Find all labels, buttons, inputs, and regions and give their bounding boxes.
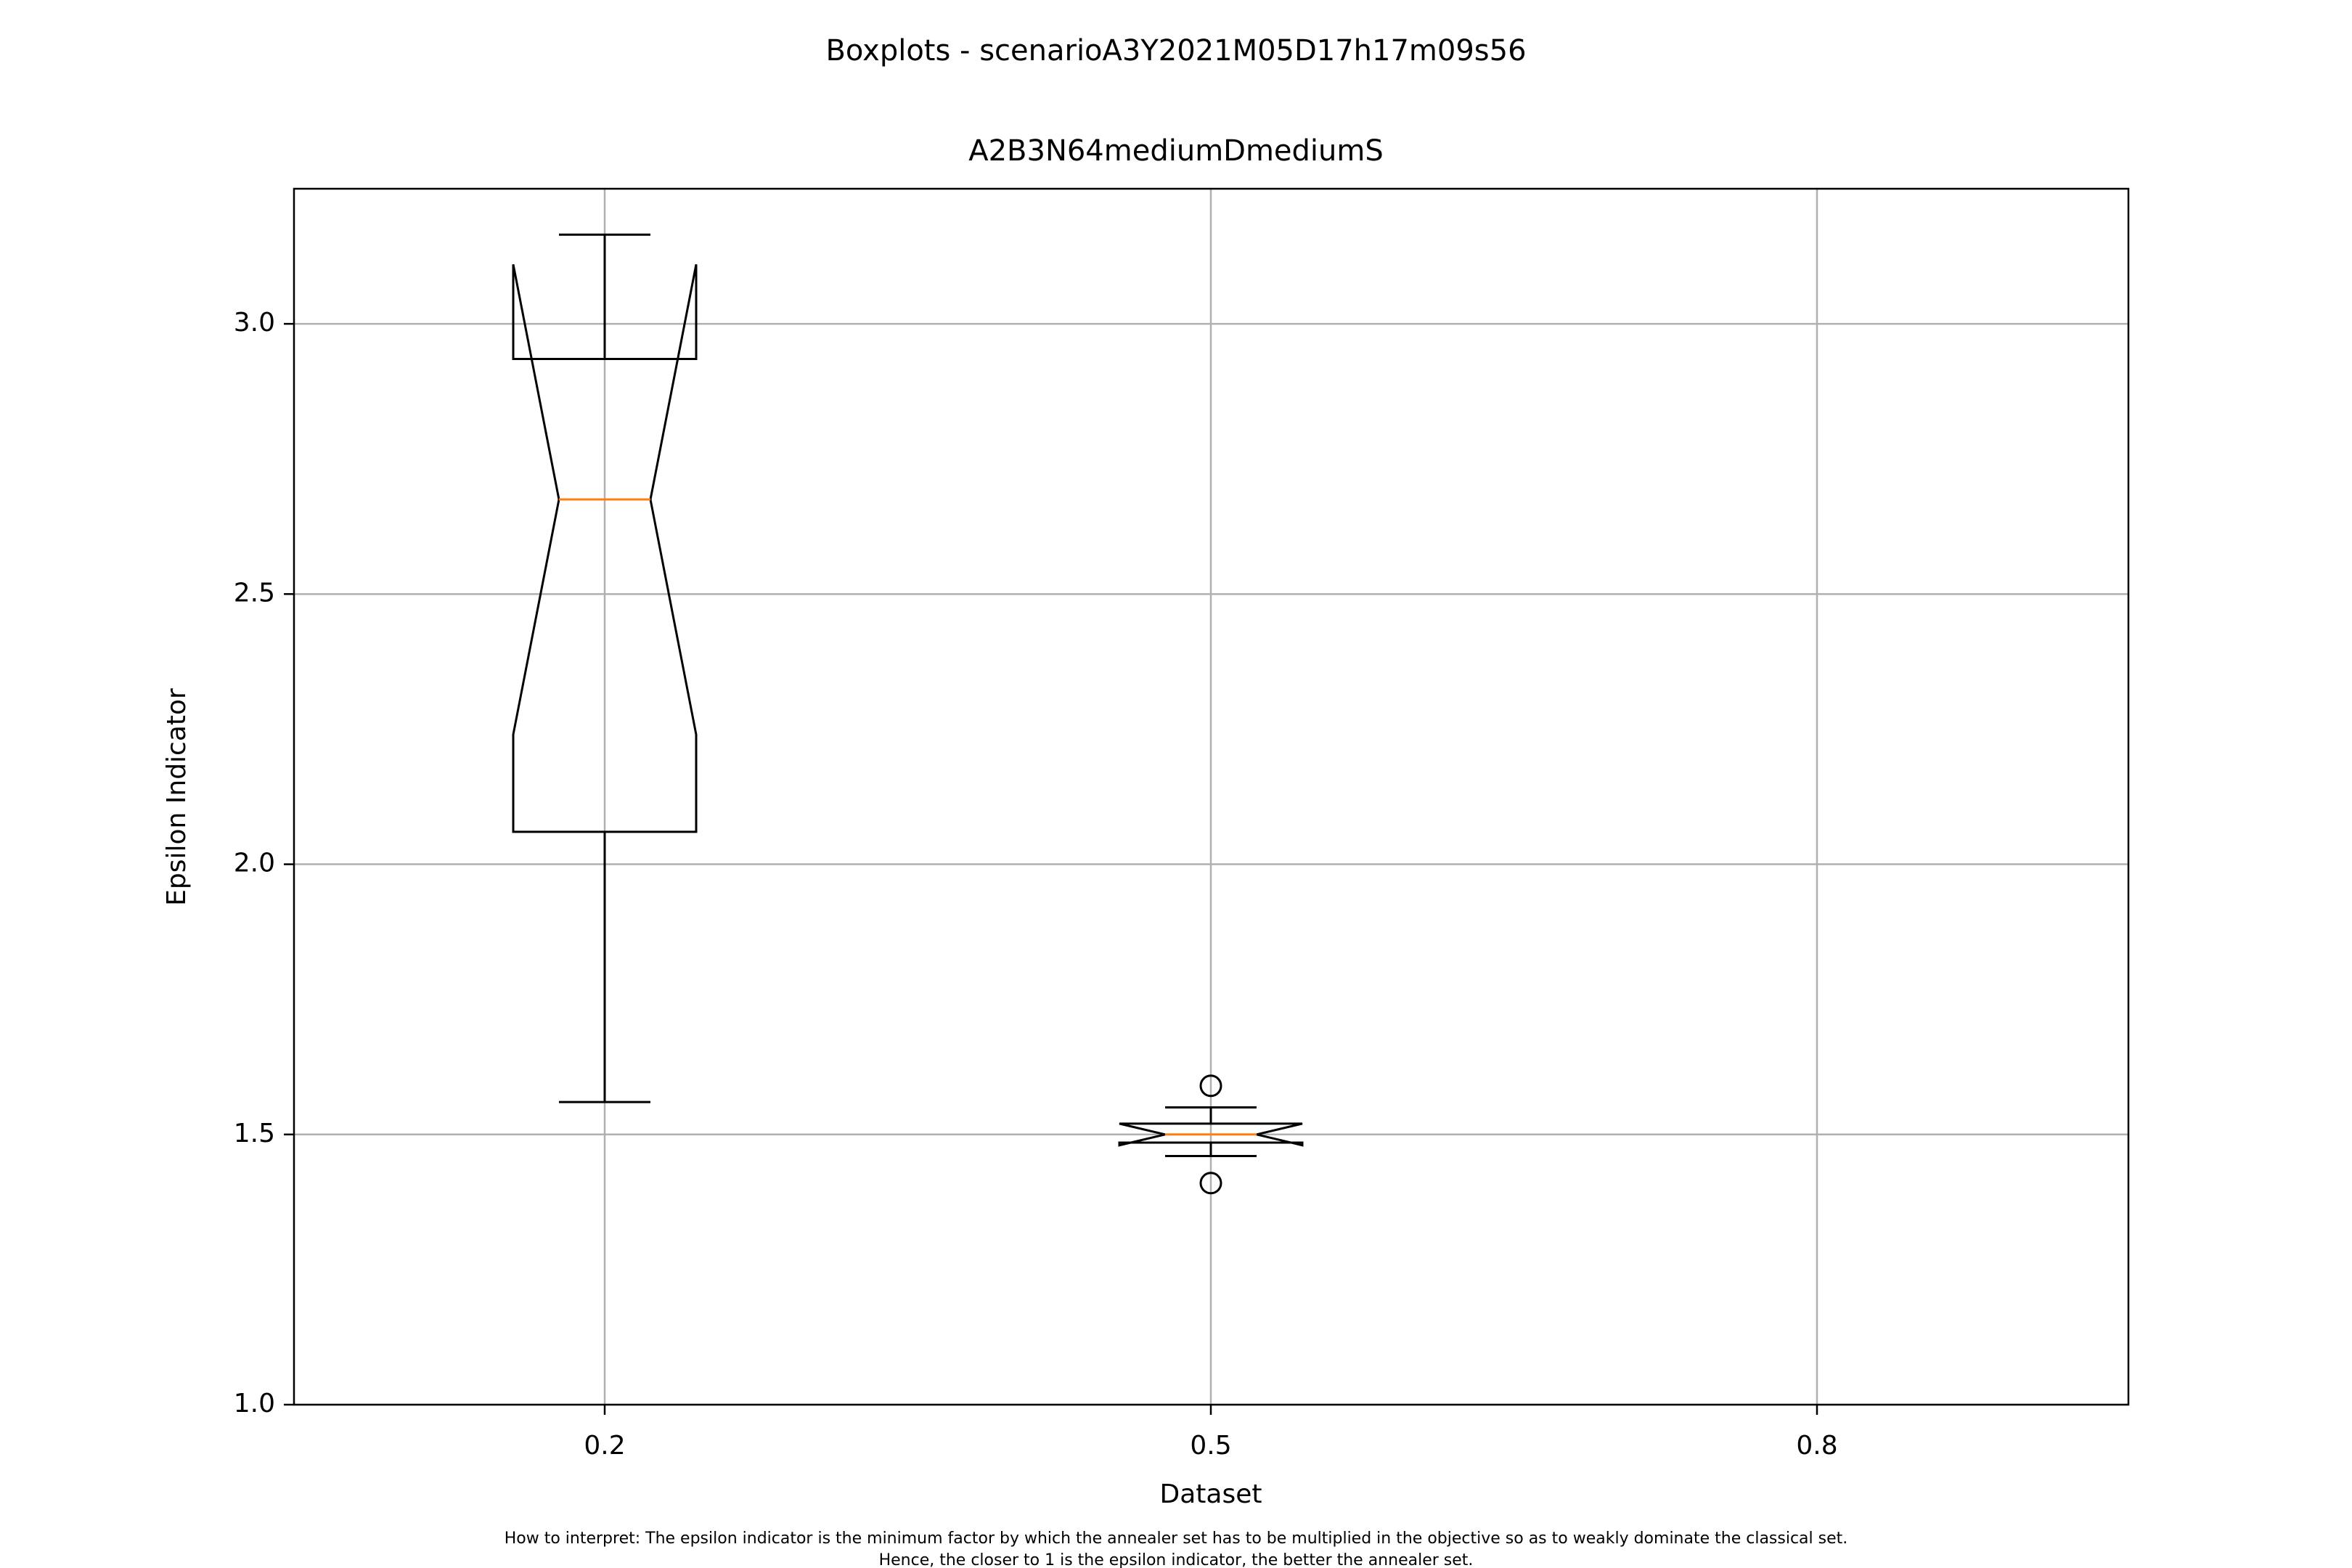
x-tick-label: 0.8	[1796, 1431, 1837, 1461]
grid-lines	[294, 189, 2128, 1406]
y-axis-label: Epsilon Indicator	[162, 688, 192, 906]
x-tick-label: 0.5	[1190, 1431, 1231, 1461]
y-tick-label: 1.5	[234, 1119, 275, 1148]
notched-box	[512, 264, 698, 833]
footnote-line-1: How to interpret: The epsilon indicator …	[505, 1530, 1848, 1548]
x-tick-label: 0.2	[584, 1431, 625, 1461]
box-marks	[512, 233, 1304, 1195]
y-tick-label: 3.0	[234, 308, 275, 338]
chart-title: A2B3N64mediumDmediumS	[968, 134, 1384, 168]
x-axis-label: Dataset	[1160, 1479, 1262, 1509]
chart-suptitle: Boxplots - scenarioA3Y2021M05D17h17m09s5…	[825, 34, 1526, 68]
y-tick-label: 1.0	[234, 1389, 275, 1418]
footnote-line-2: Hence, the closer to 1 is the epsilon in…	[879, 1551, 1474, 1568]
notched-box	[1118, 1122, 1304, 1147]
y-tick-label: 2.0	[234, 849, 275, 878]
y-tick-label: 2.5	[234, 578, 275, 608]
outlier-point	[1199, 1172, 1222, 1195]
outlier-point	[1199, 1074, 1222, 1098]
axis-ticks: 1.0 1.5 2.0 2.5 3.0 0.2 0.5 0.8	[234, 308, 1838, 1461]
